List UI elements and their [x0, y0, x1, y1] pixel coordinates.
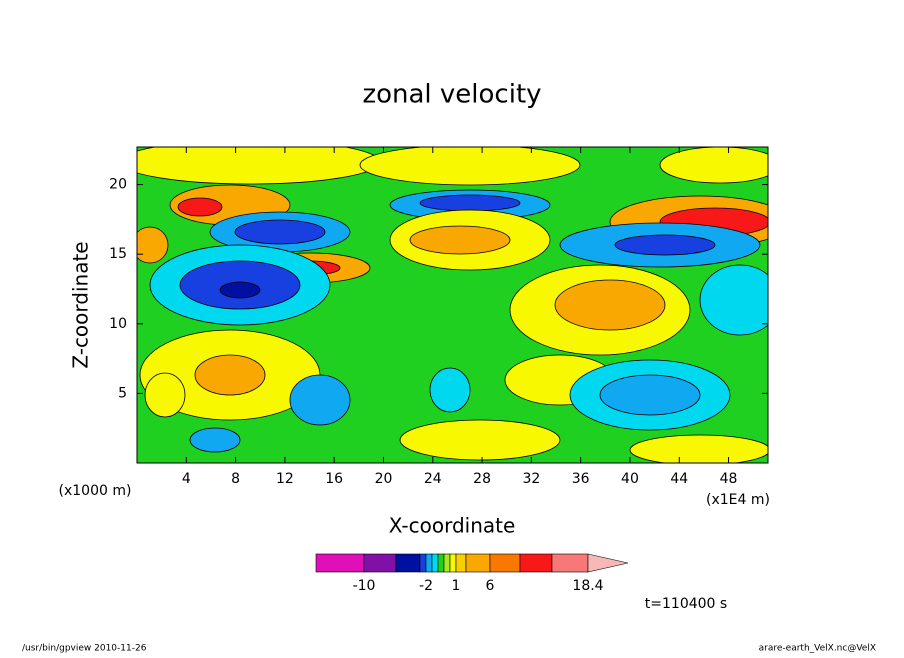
x-tick-label: 20	[375, 471, 393, 487]
y-tick-label: 5	[118, 385, 127, 401]
colorbar-segment	[363, 553, 397, 573]
x-tick-label: 40	[621, 471, 639, 487]
colorbar-tick-label: 18.4	[572, 578, 603, 594]
colorbar-tick-label: 1	[452, 578, 461, 594]
chart-title: zonal velocity	[362, 80, 541, 110]
colorbar-segment	[449, 553, 457, 573]
contour-region	[194, 354, 266, 396]
contour-region	[599, 374, 701, 416]
x-tick-label: 36	[572, 471, 590, 487]
colorbar-segment	[437, 553, 445, 573]
contour-region	[659, 147, 768, 184]
x-tick-label: 32	[522, 471, 540, 487]
colorbar-segment	[425, 553, 433, 573]
contour-field	[137, 147, 768, 463]
x-tick-label: 24	[424, 471, 442, 487]
colorbar-tick-label: -2	[419, 578, 433, 594]
x-tick-label: 48	[720, 471, 738, 487]
contour-region	[137, 226, 169, 264]
footer-left: /usr/bin/gpview 2010-11-26	[22, 644, 147, 654]
contour-region	[409, 225, 511, 255]
colorbar-extension	[587, 553, 629, 573]
colorbar-segment	[465, 553, 491, 573]
colorbar-segment	[443, 553, 451, 573]
time-label: t=110400 s	[645, 596, 727, 612]
contour-region	[144, 372, 186, 418]
x-tick-label: 16	[325, 471, 343, 487]
x-tick-label: 28	[473, 471, 491, 487]
contour-region	[429, 367, 471, 413]
contour-region	[419, 194, 521, 212]
colorbar-segment	[551, 553, 589, 573]
y-axis-label: Z-coordinate	[69, 241, 93, 368]
contour-region	[614, 234, 716, 256]
x-axis-label: X-coordinate	[389, 514, 516, 538]
contour-region	[554, 279, 666, 331]
contour-region	[629, 434, 768, 463]
footer-right: arare-earth_VelX.nc@VelX	[759, 644, 876, 654]
colorbar-segment	[431, 553, 439, 573]
colorbar-segment	[489, 553, 521, 573]
contour-region	[219, 281, 261, 299]
contour-region	[289, 374, 351, 426]
contour-region	[189, 427, 241, 453]
colorbar-segment	[419, 553, 427, 573]
x-tick-label: 4	[182, 471, 191, 487]
y-tick-label: 20	[109, 177, 127, 193]
plot-frame	[136, 146, 769, 464]
y-tick-label: 10	[109, 316, 127, 332]
colorbar-segment	[315, 553, 365, 573]
contour-region	[399, 419, 561, 461]
colorbar-tick-label: -10	[353, 578, 376, 594]
x-tick-label: 12	[276, 471, 294, 487]
contour-region	[359, 147, 581, 186]
contour-region	[177, 197, 223, 217]
y-unit: (x1000 m)	[59, 483, 132, 499]
x-unit: (x1E4 m)	[706, 492, 770, 508]
colorbar-tick-label: 6	[486, 578, 495, 594]
colorbar-segment	[395, 553, 421, 573]
colorbar-segment	[519, 553, 553, 573]
contour-region	[699, 264, 768, 336]
x-tick-label: 8	[231, 471, 240, 487]
contour-region	[234, 219, 326, 245]
y-tick-label: 15	[109, 246, 127, 262]
colorbar-segment	[455, 553, 467, 573]
x-tick-label: 44	[670, 471, 688, 487]
